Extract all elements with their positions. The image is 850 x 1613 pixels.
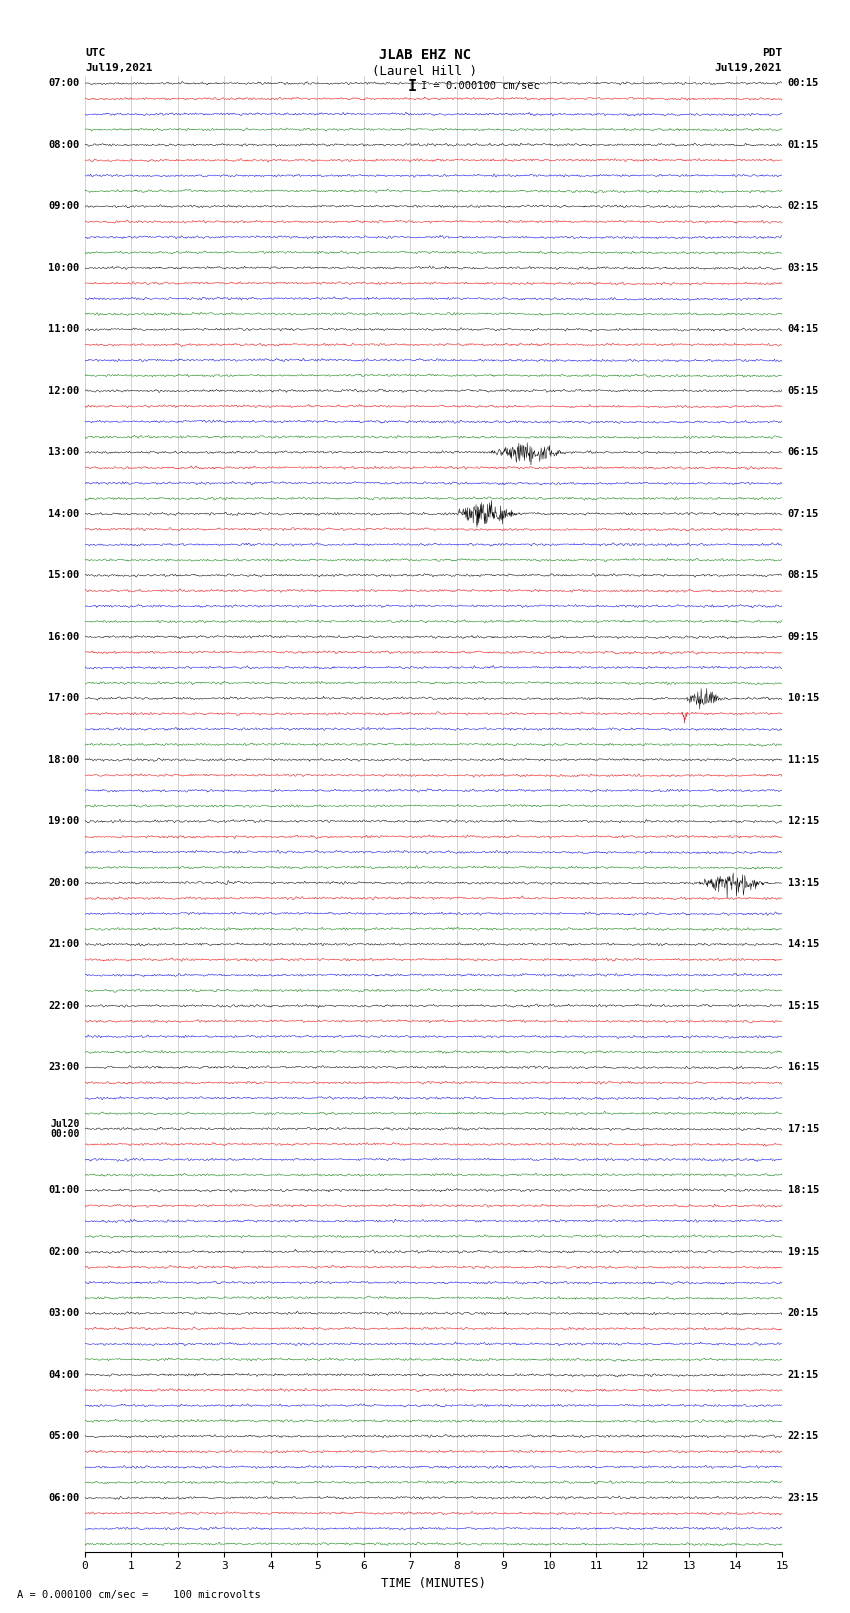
Text: 16:15: 16:15 bbox=[788, 1063, 819, 1073]
Text: 00:00: 00:00 bbox=[50, 1129, 79, 1139]
Text: 15:00: 15:00 bbox=[48, 571, 79, 581]
Text: 02:15: 02:15 bbox=[788, 202, 819, 211]
Text: 16:00: 16:00 bbox=[48, 632, 79, 642]
Text: 21:15: 21:15 bbox=[788, 1369, 819, 1379]
Text: 12:00: 12:00 bbox=[48, 386, 79, 395]
Text: 06:15: 06:15 bbox=[788, 447, 819, 458]
Text: 23:15: 23:15 bbox=[788, 1494, 819, 1503]
Text: 20:15: 20:15 bbox=[788, 1308, 819, 1318]
Text: 09:15: 09:15 bbox=[788, 632, 819, 642]
Text: 21:00: 21:00 bbox=[48, 939, 79, 950]
Text: 09:00: 09:00 bbox=[48, 202, 79, 211]
Text: 02:00: 02:00 bbox=[48, 1247, 79, 1257]
Text: UTC: UTC bbox=[85, 48, 105, 58]
Text: 20:00: 20:00 bbox=[48, 877, 79, 887]
Text: 23:00: 23:00 bbox=[48, 1063, 79, 1073]
Text: A = 0.000100 cm/sec =    100 microvolts: A = 0.000100 cm/sec = 100 microvolts bbox=[17, 1590, 261, 1600]
Text: 04:15: 04:15 bbox=[788, 324, 819, 334]
Text: 08:00: 08:00 bbox=[48, 140, 79, 150]
Text: Jul19,2021: Jul19,2021 bbox=[715, 63, 782, 73]
Text: (Laurel Hill ): (Laurel Hill ) bbox=[372, 65, 478, 77]
Text: 15:15: 15:15 bbox=[788, 1002, 819, 1011]
Text: I = 0.000100 cm/sec: I = 0.000100 cm/sec bbox=[421, 81, 540, 90]
Text: 11:00: 11:00 bbox=[48, 324, 79, 334]
Text: 18:00: 18:00 bbox=[48, 755, 79, 765]
Text: 05:00: 05:00 bbox=[48, 1431, 79, 1442]
Text: 01:00: 01:00 bbox=[48, 1186, 79, 1195]
Text: I: I bbox=[408, 79, 416, 94]
Text: 13:00: 13:00 bbox=[48, 447, 79, 458]
Text: 08:15: 08:15 bbox=[788, 571, 819, 581]
Text: 13:15: 13:15 bbox=[788, 877, 819, 887]
Text: 19:15: 19:15 bbox=[788, 1247, 819, 1257]
Text: 17:00: 17:00 bbox=[48, 694, 79, 703]
Text: 11:15: 11:15 bbox=[788, 755, 819, 765]
Text: 10:00: 10:00 bbox=[48, 263, 79, 273]
X-axis label: TIME (MINUTES): TIME (MINUTES) bbox=[381, 1578, 486, 1590]
Text: 04:00: 04:00 bbox=[48, 1369, 79, 1379]
Text: 01:15: 01:15 bbox=[788, 140, 819, 150]
Text: 12:15: 12:15 bbox=[788, 816, 819, 826]
Text: 03:00: 03:00 bbox=[48, 1308, 79, 1318]
Text: JLAB EHZ NC: JLAB EHZ NC bbox=[379, 48, 471, 63]
Text: PDT: PDT bbox=[762, 48, 782, 58]
Text: 06:00: 06:00 bbox=[48, 1494, 79, 1503]
Text: 07:15: 07:15 bbox=[788, 510, 819, 519]
Text: 18:15: 18:15 bbox=[788, 1186, 819, 1195]
Text: Jul20: Jul20 bbox=[50, 1119, 79, 1129]
Text: 22:00: 22:00 bbox=[48, 1002, 79, 1011]
Text: 03:15: 03:15 bbox=[788, 263, 819, 273]
Text: 14:15: 14:15 bbox=[788, 939, 819, 950]
Text: 22:15: 22:15 bbox=[788, 1431, 819, 1442]
Text: 17:15: 17:15 bbox=[788, 1124, 819, 1134]
Text: 14:00: 14:00 bbox=[48, 510, 79, 519]
Text: Jul19,2021: Jul19,2021 bbox=[85, 63, 152, 73]
Text: 10:15: 10:15 bbox=[788, 694, 819, 703]
Text: 00:15: 00:15 bbox=[788, 79, 819, 89]
Text: 05:15: 05:15 bbox=[788, 386, 819, 395]
Text: 19:00: 19:00 bbox=[48, 816, 79, 826]
Text: 07:00: 07:00 bbox=[48, 79, 79, 89]
